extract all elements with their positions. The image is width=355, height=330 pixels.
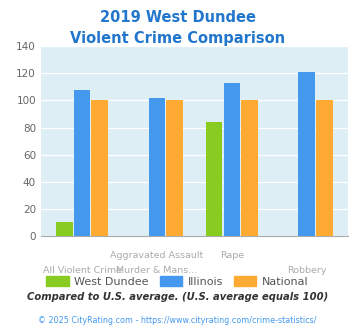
Bar bbox=[299, 72, 315, 236]
Text: Aggravated Assault: Aggravated Assault bbox=[110, 251, 203, 260]
Bar bbox=[91, 100, 108, 236]
Bar bbox=[241, 100, 258, 236]
Text: Rape: Rape bbox=[220, 251, 244, 260]
Bar bbox=[74, 89, 90, 236]
Text: 2019 West Dundee: 2019 West Dundee bbox=[99, 10, 256, 25]
Text: Robbery: Robbery bbox=[287, 266, 327, 275]
Text: Murder & Mans...: Murder & Mans... bbox=[116, 266, 197, 275]
Bar bbox=[206, 122, 223, 236]
Bar bbox=[56, 222, 73, 236]
Text: © 2025 CityRating.com - https://www.cityrating.com/crime-statistics/: © 2025 CityRating.com - https://www.city… bbox=[38, 316, 317, 325]
Bar bbox=[149, 98, 165, 236]
Legend: West Dundee, Illinois, National: West Dundee, Illinois, National bbox=[42, 271, 313, 291]
Text: Violent Crime Comparison: Violent Crime Comparison bbox=[70, 31, 285, 46]
Text: Compared to U.S. average. (U.S. average equals 100): Compared to U.S. average. (U.S. average … bbox=[27, 292, 328, 302]
Bar bbox=[224, 83, 240, 236]
Bar bbox=[316, 100, 333, 236]
Text: All Violent Crime: All Violent Crime bbox=[43, 266, 121, 275]
Bar bbox=[166, 100, 183, 236]
